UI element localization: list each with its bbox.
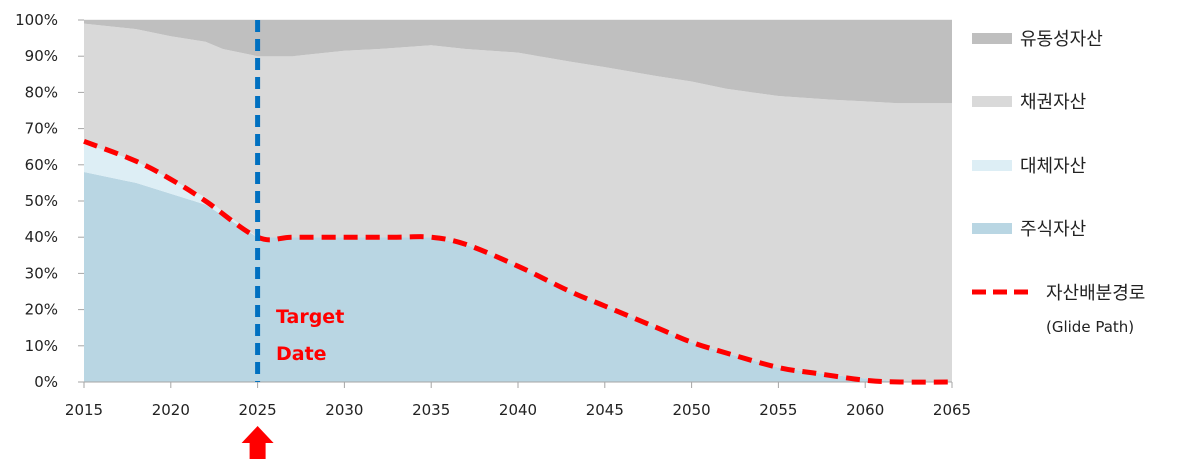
x-tick-label: 2060 xyxy=(846,401,884,419)
target-label-line1: Target xyxy=(276,306,344,328)
x-tick-label: 2015 xyxy=(65,401,103,419)
y-tick-label: 60% xyxy=(25,156,58,174)
y-tick-label: 30% xyxy=(25,264,58,282)
legend-label-liquid: 유동성자산 xyxy=(1020,29,1103,50)
y-tick-label: 10% xyxy=(25,337,58,355)
y-tick-label: 70% xyxy=(25,120,58,138)
overlay-layer: Target Date xyxy=(83,20,953,459)
y-tick-label: 100% xyxy=(15,11,58,29)
x-tick-label: 2055 xyxy=(759,401,797,419)
x-tick-label: 2020 xyxy=(152,401,190,419)
legend-label-equity: 주식자산 xyxy=(1020,219,1086,240)
x-tick-label: 2050 xyxy=(673,401,711,419)
y-tick-label: 20% xyxy=(25,301,58,319)
legend: 유동성자산 채권자산 대체자산 주식자산 자산배분경로 (Glide Path) xyxy=(972,29,1145,336)
axis-layer: 0% 10% 20% 30% 40% 50% 60% 70% 80% 90% 100% 2015 202… xyxy=(15,11,971,419)
x-tick-label: 2030 xyxy=(325,401,363,419)
legend-swatch-liquid xyxy=(972,33,1012,44)
target-date-arrow xyxy=(241,426,274,459)
y-tick-label: 80% xyxy=(25,83,58,101)
legend-swatch-bond xyxy=(972,96,1012,107)
area-layer xyxy=(84,20,952,382)
legend-label-bond: 채권자산 xyxy=(1020,92,1086,113)
glide-path-line xyxy=(83,138,953,385)
y-tick-label: 0% xyxy=(34,373,58,391)
y-tick-label: 40% xyxy=(25,228,58,246)
legend-label-glide-path-sub: (Glide Path) xyxy=(1046,318,1134,336)
x-tick-label: 2025 xyxy=(239,401,277,419)
y-tick-label: 90% xyxy=(25,47,58,65)
x-tick-label: 2035 xyxy=(412,401,450,419)
legend-label-alternative: 대체자산 xyxy=(1020,156,1086,177)
target-label-line2: Date xyxy=(276,343,327,365)
x-tick-label: 2065 xyxy=(933,401,971,419)
area-equity xyxy=(84,172,952,382)
x-tick-label: 2045 xyxy=(586,401,624,419)
area-liquid xyxy=(84,20,952,104)
legend-label-glide-path: 자산배분경로 xyxy=(1046,283,1145,304)
legend-swatch-equity xyxy=(972,223,1012,234)
legend-swatch-alternative xyxy=(972,160,1012,171)
y-tick-label: 50% xyxy=(25,192,58,210)
area-bond xyxy=(84,23,952,382)
x-tick-label: 2040 xyxy=(499,401,537,419)
